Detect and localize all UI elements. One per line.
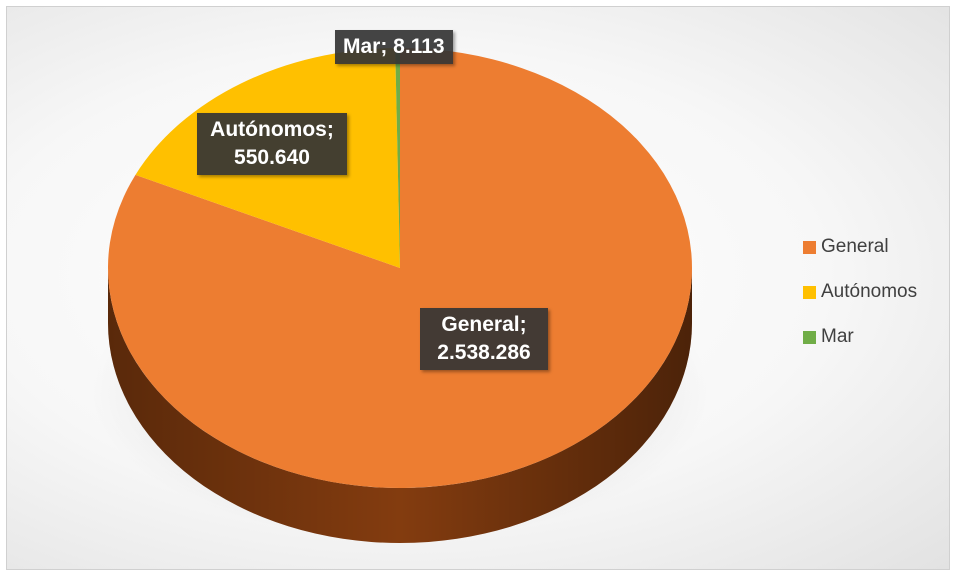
legend-label: Mar [821, 326, 854, 347]
legend-label: Autónomos [821, 281, 918, 302]
legend-item-autonomos: Autónomos [803, 281, 917, 303]
legend-swatch [803, 240, 816, 254]
data-label-general: General; 2.538.286 [420, 308, 548, 370]
pie-slice-mar [395, 48, 400, 268]
legend: General Autónomos Mar [803, 236, 917, 371]
pie-slice-general [107, 48, 692, 489]
data-label-mar: Mar; 8.113 [335, 30, 453, 64]
legend-item-general: General [803, 236, 917, 258]
legend-label: General [821, 236, 889, 257]
legend-swatch [803, 330, 816, 344]
pie-side-shading [108, 268, 692, 543]
data-label-autonomos: Autónomos; 550.640 [197, 113, 347, 175]
legend-item-mar: Mar [803, 326, 917, 348]
legend-swatch [803, 285, 816, 299]
